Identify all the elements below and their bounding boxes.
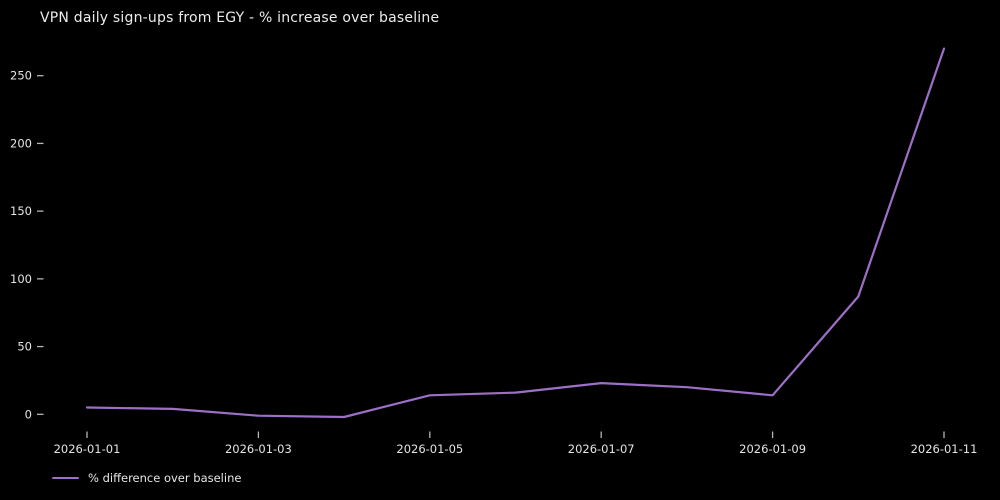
x-tick-label: 2026-01-11 <box>911 442 978 456</box>
x-tick-label: 2026-01-09 <box>739 442 806 456</box>
y-tick-label: 0 <box>25 407 32 421</box>
y-tick-label: 250 <box>10 69 32 83</box>
x-tick-label: 2026-01-03 <box>225 442 292 456</box>
x-tick-label: 2026-01-07 <box>568 442 635 456</box>
legend: % difference over baseline <box>52 471 241 485</box>
legend-line-swatch <box>52 476 79 480</box>
y-tick-label: 50 <box>17 340 32 354</box>
x-tick-label: 2026-01-05 <box>396 442 463 456</box>
y-tick-label: 200 <box>10 136 32 150</box>
legend-label: % difference over baseline <box>88 471 242 485</box>
series-line <box>85 47 946 419</box>
y-tick-label: 100 <box>10 272 32 286</box>
y-tick-label: 150 <box>10 204 32 218</box>
chart-title: VPN daily sign-ups from EGY - % increase… <box>40 10 440 26</box>
x-tick-label: 2026-01-01 <box>54 442 121 456</box>
